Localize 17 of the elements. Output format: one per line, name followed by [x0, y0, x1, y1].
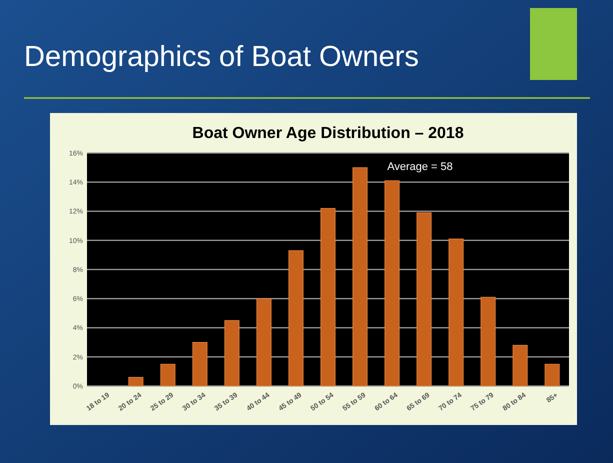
bar — [128, 376, 144, 386]
bar — [224, 320, 240, 386]
bar — [192, 342, 208, 386]
annotation: Average = 58 — [387, 161, 453, 173]
bar — [160, 364, 176, 386]
bar — [256, 298, 272, 386]
bar — [320, 208, 336, 386]
bar — [384, 180, 400, 386]
bar — [544, 364, 560, 386]
bar — [512, 344, 528, 386]
bar — [416, 212, 432, 386]
bar — [288, 250, 304, 386]
chart-subtitle: Boat Owner Age Distribution – 2018 — [192, 125, 464, 142]
bar — [352, 167, 368, 386]
bar — [480, 296, 496, 386]
bar — [448, 238, 464, 386]
chart-title: Demographics of Boat Owners — [24, 41, 419, 73]
